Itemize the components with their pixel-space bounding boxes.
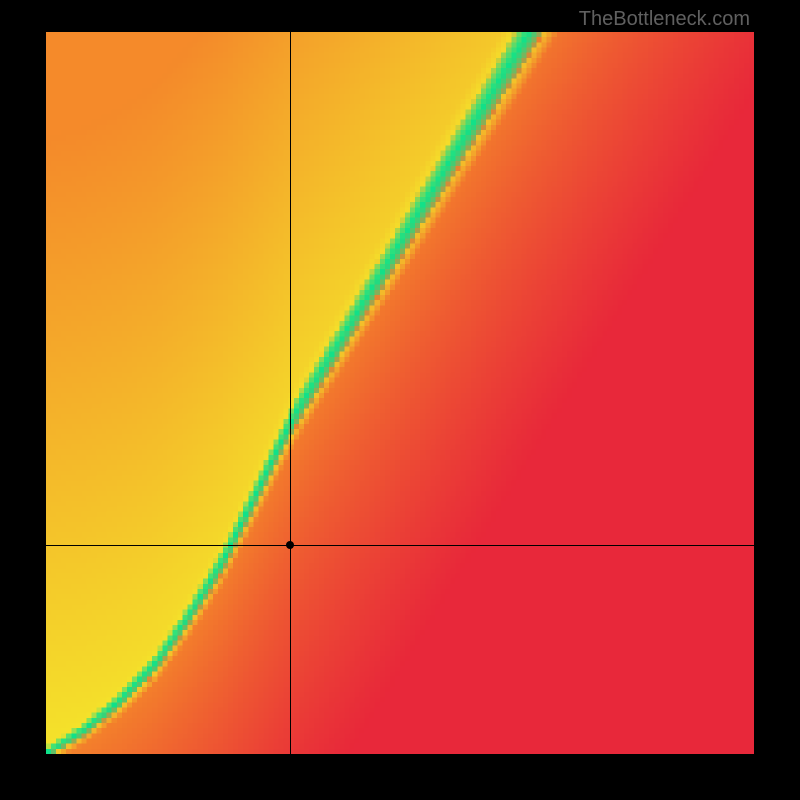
marker-dot: [286, 541, 294, 549]
heatmap-canvas: [46, 32, 754, 754]
crosshair-vertical: [290, 32, 291, 754]
watermark-text: TheBottleneck.com: [579, 8, 750, 31]
heatmap-plot-area: [46, 32, 754, 754]
crosshair-horizontal: [46, 545, 754, 546]
